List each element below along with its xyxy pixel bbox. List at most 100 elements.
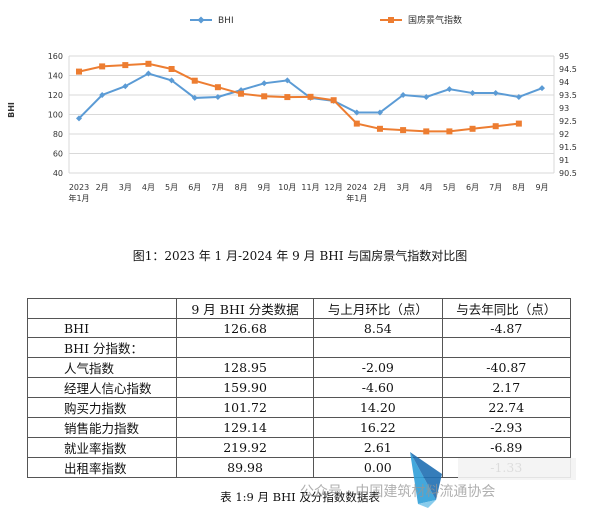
chart-caption: 图1：2023 年 1 月-2024 年 9 月 BHI 与国房景气指数对比图	[132, 249, 468, 263]
x-tick-label: 5月	[165, 183, 178, 192]
table-row: 就业率指数 219.92 2.61 -6.89	[27, 437, 572, 459]
point-bhi	[469, 90, 476, 97]
watermark-logo	[410, 452, 576, 508]
x-tick-label: 10月	[278, 183, 296, 192]
x-tick-label: 2024 年1月	[346, 183, 367, 203]
table-cell	[313, 337, 443, 359]
point-bhi	[492, 90, 499, 97]
point-bhi	[214, 93, 221, 100]
x-tick-line: 9月	[535, 183, 548, 192]
x-tick-label: 12月	[325, 183, 343, 192]
x-tick-label: 8月	[235, 183, 248, 192]
x-tick-label: 6月	[466, 183, 479, 192]
point-guofang	[376, 125, 383, 132]
table-cell-group-label: BHI 分指数：	[27, 337, 177, 359]
x-tick-label: 11月	[301, 183, 319, 192]
table-cell: 2.17	[441, 377, 572, 399]
point-guofang	[261, 93, 268, 100]
x-tick-line: 12月	[325, 183, 343, 192]
table-cell: 销售能力指数	[27, 417, 177, 439]
x-tick-line: 5月	[165, 183, 178, 192]
watermark-text: 公众号 · 中国建筑材料流通协会	[300, 484, 496, 500]
y-tick-label: 40	[53, 169, 63, 178]
point-bhi	[446, 86, 453, 93]
table-header-cell	[27, 298, 177, 319]
x-tick-line: 2月	[373, 183, 386, 192]
point-bhi	[145, 70, 152, 77]
x-tick-label: 3月	[397, 183, 410, 192]
legend-marker-guofang	[388, 17, 394, 23]
table-cell: BHI	[27, 317, 177, 339]
table-cell: 22.74	[441, 397, 572, 419]
y-tick-label: 80	[53, 130, 63, 139]
table-cell: 0.00	[313, 457, 443, 479]
point-bhi	[376, 109, 383, 116]
point-bhi	[191, 94, 198, 101]
y2-tick-label: 94.5	[559, 65, 577, 74]
y2-tick-label: 94	[559, 78, 569, 87]
point-guofang	[238, 90, 245, 97]
table-caption: 表 1:9 月 BHI 及分指数数据表	[220, 490, 380, 504]
x-tick-line: 6月	[466, 183, 479, 192]
table-cell: 159.90	[175, 377, 315, 399]
y-tick-label: 120	[48, 91, 63, 100]
table-cell: -2.09	[313, 357, 443, 379]
table-cell: 8.54	[313, 317, 443, 339]
point-guofang	[446, 128, 453, 135]
x-tick-line: 4月	[142, 183, 155, 192]
grid-lines	[68, 55, 555, 174]
x-tick-line: 7月	[489, 183, 502, 192]
point-bhi	[353, 109, 360, 116]
x-tick-label: 9月	[258, 183, 271, 192]
x-tick-label: 3月	[119, 183, 132, 192]
chart-legend: BHI 国房景气指数	[190, 14, 462, 26]
x-tick-line: 7月	[211, 183, 224, 192]
table-cell: 购买力指数	[27, 397, 177, 419]
x-tick-line: 11月	[301, 183, 319, 192]
table-header-row: 9 月 BHI 分类数据 与上月环比（点） 与去年同比（点）	[27, 298, 572, 319]
point-bhi	[284, 77, 291, 84]
table-cell: 14.20	[313, 397, 443, 419]
x-tick-line: 8月	[512, 183, 525, 192]
y-tick-label: 140	[48, 72, 63, 81]
point-bhi	[168, 77, 175, 84]
x-tick-line: 6月	[188, 183, 201, 192]
x-tick-line: 4月	[420, 183, 433, 192]
x-tick-line: 2023	[69, 183, 89, 192]
point-bhi	[261, 80, 268, 87]
table-header-cell: 与上月环比（点）	[313, 298, 443, 319]
right-axis-ticks: 90.5 91 91.5 92 92.5 93 93.5 94 94.5 95	[559, 52, 577, 178]
table-cell: 出租率指数	[27, 457, 177, 479]
point-guofang	[168, 66, 175, 72]
x-tick-label: 2023 年1月	[68, 183, 89, 203]
table-row-group: BHI 分指数：	[27, 337, 572, 359]
table-cell: 89.98	[175, 457, 315, 479]
table-cell	[441, 337, 572, 359]
table-cell: 128.95	[175, 357, 315, 379]
x-tick-label: 9月	[535, 183, 548, 192]
table-cell: 经理人信心指数	[27, 377, 177, 399]
y-tick-label: 160	[48, 52, 63, 61]
point-guofang	[330, 97, 337, 104]
point-bhi	[400, 92, 407, 98]
table-header-cell: 9 月 BHI 分类数据	[175, 298, 315, 319]
table-cell: -4.87	[441, 317, 572, 339]
point-guofang	[284, 94, 291, 101]
y-tick-label: 100	[48, 111, 63, 120]
x-tick-line: 年1月	[68, 193, 89, 203]
bhi-line-chart: BHI 国房景气指数 BHI 40 60 80 100 120 140 160 90.5 91…	[7, 14, 577, 203]
point-guofang	[99, 63, 106, 70]
legend-marker-bhi	[197, 16, 205, 24]
table-cell: 16.22	[313, 417, 443, 439]
point-guofang	[423, 128, 430, 135]
x-tick-label: 5月	[443, 183, 456, 192]
x-tick-line: 2月	[96, 183, 109, 192]
table-cell: 219.92	[175, 437, 315, 459]
x-tick-label: 7月	[211, 183, 224, 192]
point-guofang	[145, 60, 152, 67]
table-cell: -4.60	[313, 377, 443, 399]
legend-label-bhi: BHI	[218, 16, 234, 26]
point-bhi	[76, 115, 82, 122]
x-tick-line: 8月	[235, 183, 248, 192]
table-row: 销售能力指数 129.14 16.22 -2.93	[27, 417, 572, 439]
